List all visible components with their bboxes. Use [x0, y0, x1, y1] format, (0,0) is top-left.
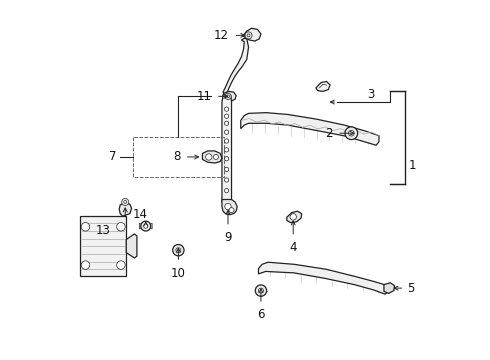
Polygon shape	[223, 91, 236, 101]
Text: 5: 5	[407, 282, 415, 294]
Circle shape	[224, 178, 229, 182]
Circle shape	[122, 198, 129, 206]
Polygon shape	[287, 211, 302, 222]
Circle shape	[224, 130, 229, 134]
Polygon shape	[202, 151, 222, 163]
Text: 3: 3	[368, 88, 375, 101]
Text: 10: 10	[171, 267, 186, 280]
Circle shape	[226, 95, 229, 98]
Circle shape	[224, 148, 229, 152]
Circle shape	[206, 154, 212, 160]
Text: 8: 8	[173, 150, 180, 163]
Circle shape	[247, 34, 250, 37]
Text: 7: 7	[109, 150, 117, 163]
Polygon shape	[241, 113, 379, 145]
Text: 9: 9	[224, 231, 232, 244]
Polygon shape	[119, 203, 132, 216]
Circle shape	[124, 201, 126, 203]
Text: 1: 1	[409, 159, 416, 172]
Circle shape	[172, 244, 184, 256]
Circle shape	[229, 208, 234, 213]
Circle shape	[345, 127, 358, 140]
Circle shape	[348, 130, 354, 136]
Circle shape	[81, 222, 90, 231]
Circle shape	[117, 261, 125, 269]
Circle shape	[225, 203, 231, 210]
Polygon shape	[139, 223, 142, 229]
Text: 13: 13	[96, 224, 111, 237]
Circle shape	[224, 114, 229, 118]
Circle shape	[176, 248, 181, 253]
Circle shape	[224, 167, 229, 171]
Polygon shape	[384, 283, 394, 293]
Circle shape	[224, 107, 229, 111]
Polygon shape	[243, 28, 261, 41]
Text: 6: 6	[257, 308, 265, 321]
Circle shape	[224, 189, 229, 193]
Circle shape	[117, 222, 125, 231]
Polygon shape	[80, 216, 126, 276]
Text: 12: 12	[214, 29, 229, 42]
Polygon shape	[223, 38, 248, 94]
Polygon shape	[150, 223, 152, 229]
Polygon shape	[222, 199, 237, 215]
Circle shape	[245, 32, 252, 39]
Circle shape	[224, 139, 229, 143]
Polygon shape	[316, 81, 330, 91]
Circle shape	[141, 221, 151, 231]
Circle shape	[258, 288, 264, 293]
Circle shape	[224, 121, 229, 125]
Circle shape	[225, 93, 231, 100]
Polygon shape	[126, 234, 137, 258]
Circle shape	[224, 157, 229, 161]
Circle shape	[255, 285, 267, 296]
Circle shape	[214, 154, 219, 159]
Circle shape	[290, 214, 296, 220]
Text: 14: 14	[133, 208, 148, 221]
Polygon shape	[258, 262, 390, 294]
Text: 4: 4	[290, 241, 297, 254]
Polygon shape	[222, 94, 232, 207]
Text: 11: 11	[196, 90, 211, 103]
Circle shape	[144, 224, 148, 228]
Circle shape	[81, 261, 90, 269]
Text: 2: 2	[325, 127, 333, 140]
